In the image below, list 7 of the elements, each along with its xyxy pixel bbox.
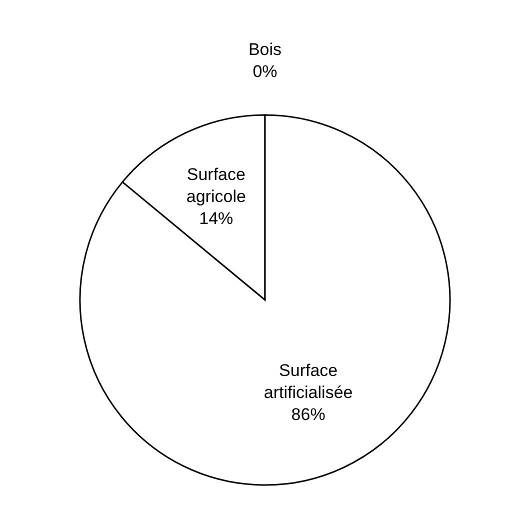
text: 0% bbox=[252, 62, 278, 81]
slice-label: Surface agricole bbox=[186, 165, 246, 206]
slice-label: Surface artificialisée bbox=[264, 361, 353, 402]
category-label: Bois bbox=[248, 40, 282, 59]
pie-slice bbox=[79, 114, 451, 486]
data-label: 14% bbox=[199, 209, 234, 228]
data-label: 86% bbox=[291, 405, 326, 424]
